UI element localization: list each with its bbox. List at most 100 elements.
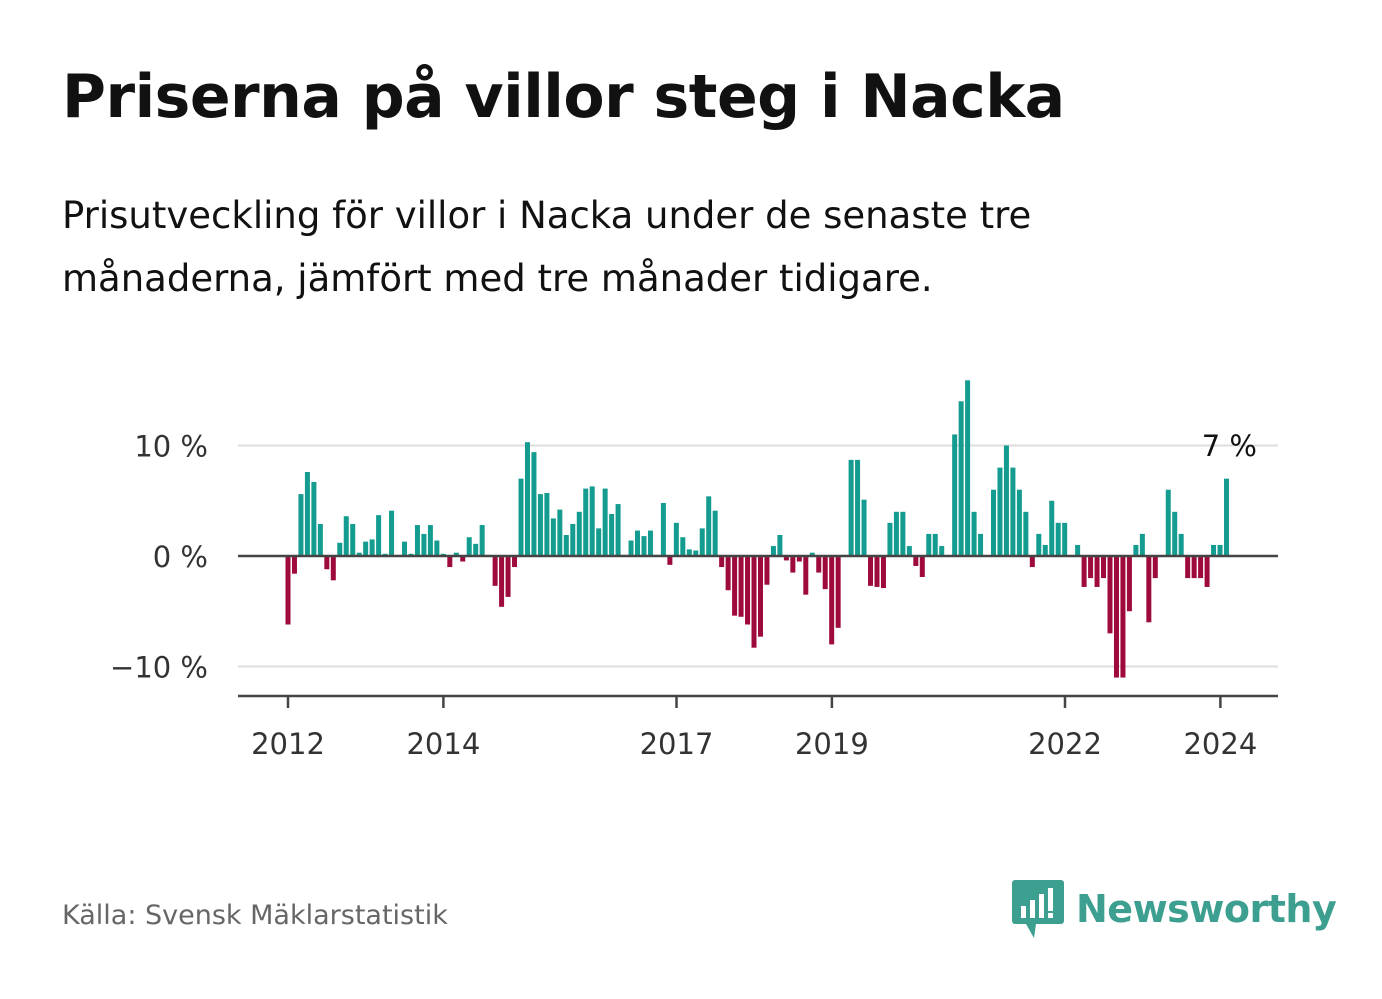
bar [389, 510, 395, 556]
bar [324, 556, 330, 570]
bar [770, 546, 776, 556]
bar [809, 552, 815, 556]
x-tick-label: 2019 [795, 727, 869, 761]
y-tick-label: −10 % [110, 651, 208, 685]
bar [466, 537, 472, 556]
bar [1165, 489, 1171, 556]
bar [1172, 511, 1178, 556]
bar [570, 523, 576, 556]
bar [304, 472, 310, 556]
bar [926, 533, 932, 556]
bar [531, 452, 537, 556]
bar [1094, 556, 1100, 587]
bar [298, 494, 304, 556]
bar [706, 496, 712, 556]
bar [453, 552, 459, 556]
bar [537, 494, 543, 556]
bar [602, 488, 608, 556]
y-tick-labels: 10 % 0 % −10 % [110, 430, 208, 685]
bar [868, 556, 874, 586]
bar [505, 556, 511, 597]
bar [1139, 533, 1145, 556]
bar [550, 518, 556, 556]
bar [725, 556, 731, 591]
bar [628, 540, 634, 556]
bar [647, 530, 653, 556]
x-tick-label: 2024 [1183, 727, 1257, 761]
bar [1146, 556, 1152, 623]
bar [796, 556, 802, 562]
bars [285, 380, 1229, 678]
x-tick-label: 2012 [251, 727, 325, 761]
bar [829, 556, 835, 645]
x-tick-label: 2022 [1028, 727, 1102, 761]
bar [693, 550, 699, 556]
bar [460, 556, 466, 562]
bar [667, 556, 673, 565]
bar [563, 535, 569, 556]
bar [363, 541, 369, 556]
bar [764, 556, 770, 585]
bar [1016, 489, 1022, 556]
bar [473, 543, 479, 556]
bar [1036, 533, 1042, 556]
newsworthy-logo-icon [1012, 880, 1064, 938]
bar [499, 556, 505, 607]
bar [732, 556, 738, 616]
bar [822, 556, 828, 590]
bar [803, 556, 809, 595]
bar [932, 533, 938, 556]
bar [609, 514, 615, 556]
bar [1003, 445, 1009, 556]
bar [699, 528, 705, 556]
bar [421, 533, 427, 556]
bar [583, 488, 589, 556]
bar [635, 530, 641, 556]
chart-subtitle: Prisutveckling för villor i Nacka under … [62, 194, 1032, 300]
bar [1211, 544, 1217, 556]
bar [317, 523, 323, 556]
x-tick-label: 2014 [406, 727, 480, 761]
y-tick-label: 0 % [153, 540, 208, 574]
bar [1081, 556, 1087, 587]
bar [311, 481, 317, 556]
chart-title: Priserna på villor steg i Nacka [62, 62, 1065, 132]
bar [1133, 544, 1139, 556]
bar [997, 467, 1003, 556]
bar [641, 536, 647, 556]
bar [1010, 467, 1016, 556]
bar [356, 552, 362, 556]
bar [1023, 511, 1029, 556]
bar [848, 459, 854, 556]
bar [686, 549, 692, 556]
bar [906, 546, 912, 556]
bar [1120, 556, 1126, 678]
bar [1223, 478, 1229, 556]
bar [343, 516, 349, 556]
bar [1191, 556, 1197, 579]
bar [1152, 556, 1158, 579]
newsworthy-logo: Newsworthy [1012, 880, 1337, 938]
bar [990, 489, 996, 556]
bar [1029, 556, 1035, 568]
bar [712, 510, 718, 556]
bar [427, 525, 433, 556]
bar [777, 535, 783, 556]
bar [615, 504, 621, 556]
bar [369, 539, 375, 556]
bar [719, 556, 725, 568]
bar [291, 556, 297, 574]
bar [861, 499, 867, 556]
bar [874, 556, 880, 587]
bar [1198, 556, 1204, 579]
bar [350, 523, 356, 556]
bar [1049, 500, 1055, 556]
bar [479, 525, 485, 556]
gridlines [238, 444, 1278, 668]
bar [900, 511, 906, 556]
bar [1178, 533, 1184, 556]
bar [1055, 522, 1061, 556]
bar [1113, 556, 1119, 678]
bar [518, 478, 524, 556]
